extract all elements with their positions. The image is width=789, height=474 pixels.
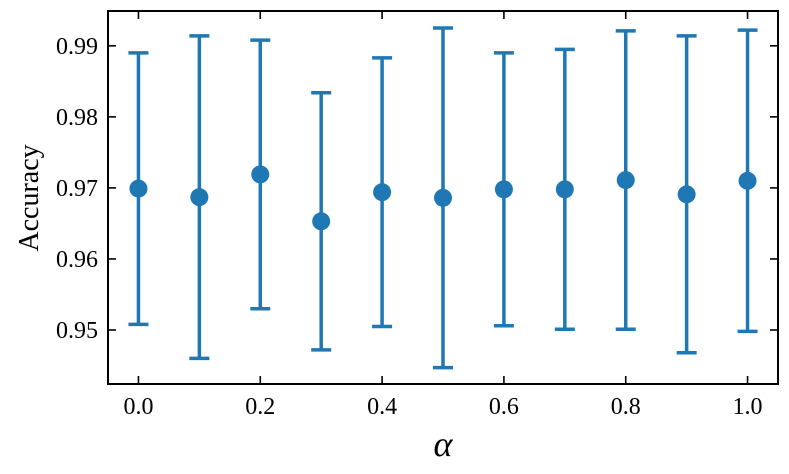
x-tick-label: 0.2 [245,394,275,420]
y-axis-label: Accuracy [14,144,45,251]
marker [677,185,696,204]
y-tick-label: 0.98 [56,105,98,131]
x-tick-label: 0.8 [611,394,641,420]
x-tick-label: 1.0 [733,394,763,420]
x-tick-label: 0.0 [123,394,153,420]
x-axis-label: α [434,424,454,464]
y-tick-label: 0.99 [56,34,98,60]
plot-frame [107,10,779,385]
marker [555,180,574,199]
y-tick-label: 0.96 [56,247,98,273]
marker [738,171,757,190]
y-tick-label: 0.95 [56,318,98,344]
marker [616,171,635,190]
marker [251,165,270,184]
marker [494,180,513,199]
x-tick-label: 0.6 [489,394,519,420]
marker [434,188,452,207]
marker [312,212,331,231]
marker [373,183,392,202]
marker [190,188,209,207]
x-tick-label: 0.4 [367,394,397,420]
marker [129,179,148,198]
y-tick-label: 0.97 [56,176,98,202]
